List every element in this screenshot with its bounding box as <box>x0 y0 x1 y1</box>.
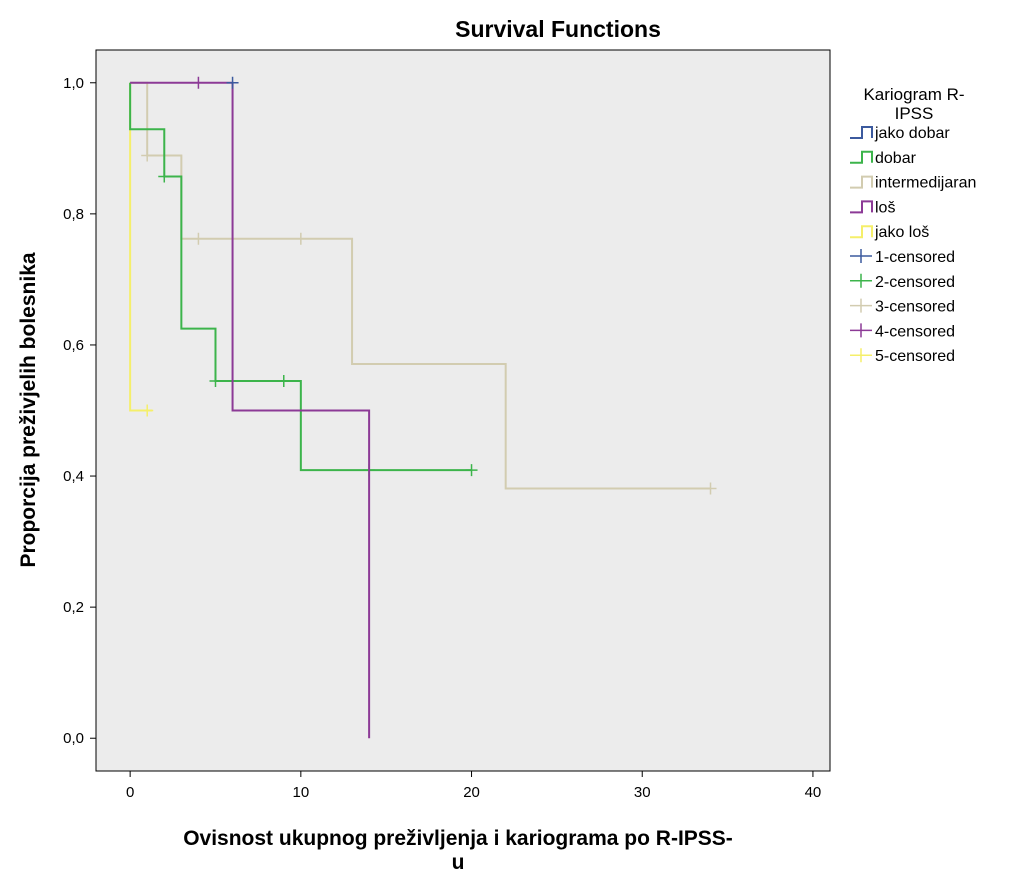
series-los <box>130 76 371 739</box>
x-axis-label-line-1: Ovisnost ukupnog preživljenja i kariogra… <box>183 827 733 850</box>
y-tick-label: 1,0 <box>63 75 84 92</box>
censor-mark-intermedijaran <box>141 149 154 162</box>
legend-swatch-line <box>850 175 873 189</box>
legend-item-2-censored: 2-censored <box>850 274 955 291</box>
legend-label: jako loš <box>874 224 929 241</box>
legend-item-5-censored: 5-censored <box>850 348 955 365</box>
plot-area <box>95 49 831 772</box>
censor-mark-dobar <box>465 464 478 477</box>
censor-mark-los <box>192 76 205 89</box>
axis-ticks: 0 10 20 30 40 0,0 0,2 0,4 0,6 0,8 1,0 <box>63 75 821 801</box>
survival-line-intermedijaran <box>130 81 711 490</box>
legend-title-line-2: IPSS <box>895 104 934 123</box>
series-intermedijaran <box>130 81 717 495</box>
legend-label: intermedijaran <box>875 175 976 192</box>
legend: Kariogram R- IPSS jako dobar dobar interme… <box>850 85 976 365</box>
censor-mark-intermedijaran <box>294 232 307 245</box>
x-tick-label: 40 <box>805 784 822 801</box>
legend-swatch-censor <box>850 348 872 363</box>
x-tick-label: 10 <box>292 784 309 801</box>
legend-label: dobar <box>875 150 917 167</box>
legend-label: jako dobar <box>874 125 950 142</box>
y-tick-label: 0,4 <box>63 468 84 485</box>
legend-swatch-line <box>850 150 873 164</box>
y-tick-label: 0,0 <box>63 730 84 747</box>
censor-mark-intermedijaran <box>704 482 717 495</box>
censor-mark-dobar <box>209 375 222 388</box>
x-tick-label: 20 <box>463 784 480 801</box>
legend-swatch-censor <box>850 298 872 313</box>
legend-swatch-line <box>850 200 873 214</box>
chart-title: Survival Functions <box>455 16 661 42</box>
legend-item-los: loš <box>850 199 895 216</box>
legend-label: 4-censored <box>875 323 955 340</box>
censor-mark-dobar <box>158 170 171 183</box>
censor-mark-dobar <box>277 375 290 388</box>
legend-item-jako-los: jako loš <box>850 224 929 241</box>
legend-item-intermedijaran: intermedijaran <box>850 175 976 192</box>
legend-item-1-censored: 1-censored <box>850 249 955 266</box>
x-tick-label: 30 <box>634 784 651 801</box>
y-tick-label: 0,2 <box>63 599 84 616</box>
censor-mark-intermedijaran <box>192 232 205 245</box>
censor-mark-jako-los <box>141 404 154 417</box>
legend-label: 5-censored <box>875 348 955 365</box>
legend-swatch-line <box>850 126 873 139</box>
censor-mark-jako-dobar <box>226 76 239 89</box>
y-axis-label: Proporcija preživjelih bolesnika <box>17 252 40 567</box>
y-tick-label: 0,8 <box>63 206 84 223</box>
legend-swatch-censor <box>850 273 872 288</box>
x-axis-label-line-2: u <box>452 851 465 874</box>
legend-label: 1-censored <box>875 249 955 266</box>
y-tick-label: 0,6 <box>63 337 84 354</box>
legend-swatch-censor <box>850 323 872 338</box>
legend-label: 3-censored <box>875 299 955 316</box>
legend-label: loš <box>875 199 895 216</box>
legend-item-4-censored: 4-censored <box>850 323 955 340</box>
legend-swatch-censor <box>850 249 872 263</box>
series-layer <box>129 76 717 739</box>
legend-item-jako-dobar: jako dobar <box>850 125 950 142</box>
legend-swatch-line <box>850 225 873 239</box>
series-jako-los <box>129 82 154 417</box>
legend-label: 2-censored <box>875 274 955 291</box>
series-jako-dobar <box>226 76 239 89</box>
x-tick-label: 0 <box>126 784 134 801</box>
legend-item-3-censored: 3-censored <box>850 298 955 316</box>
legend-title-line-1: Kariogram R- <box>863 85 964 104</box>
legend-item-dobar: dobar <box>850 150 917 167</box>
